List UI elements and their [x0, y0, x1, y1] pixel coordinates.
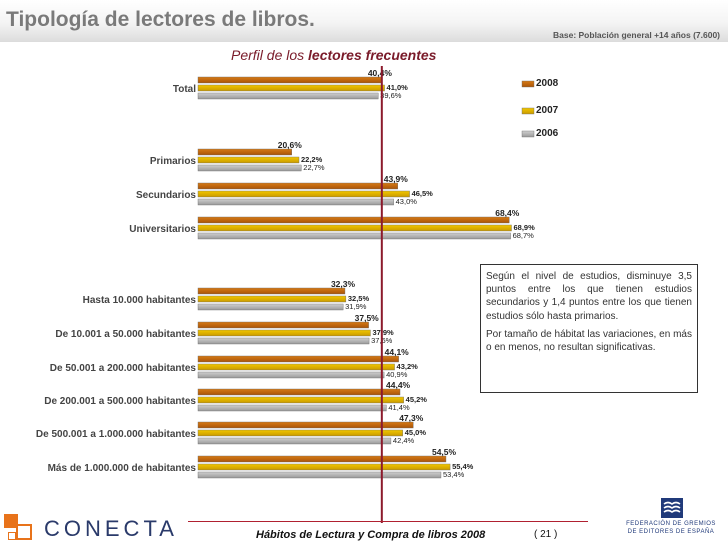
bar-2007	[197, 363, 395, 371]
subtitle-emphasis: lectores frecuentes	[308, 47, 437, 63]
data-label-2006: 43,0%	[396, 197, 418, 206]
data-label-2006: 31,9%	[345, 302, 367, 311]
page-title: Tipología de lectores de libros.	[6, 8, 315, 31]
data-label-2008: 40,4%	[368, 68, 393, 78]
legend-swatch-2006	[521, 130, 535, 138]
bar-2007	[197, 396, 404, 404]
data-label-2007: 41,0%	[387, 83, 409, 92]
category-label: De 50.001 a 200.000 habitantes	[50, 363, 197, 374]
data-label-2007: 32,5%	[348, 294, 370, 303]
fge-logo: FEDERACIÓN DE GREMIOS DE EDITORES DE ESP…	[616, 496, 726, 546]
data-label-2007: 45,2%	[406, 395, 428, 404]
bar-2008	[197, 355, 399, 363]
conecta-logo-square	[4, 514, 18, 528]
data-label-2008: 43,9%	[384, 174, 409, 184]
bar-2006	[197, 437, 392, 445]
bar-2006	[197, 92, 379, 100]
bar-2007	[197, 156, 300, 164]
data-label-2008: 32,3%	[331, 279, 356, 289]
bar-2008	[197, 76, 383, 84]
data-label-2007: 22,2%	[301, 155, 323, 164]
data-label-2007: 45,0%	[405, 428, 427, 437]
fge-line-2: DE EDITORES DE ESPAÑA	[627, 529, 715, 535]
fge-logo-text: FEDERACIÓN DE GREMIOS DE EDITORES DE ESP…	[616, 520, 726, 536]
category-label: Secundarios	[136, 190, 196, 201]
bar-2008	[197, 287, 346, 295]
bar-2006	[197, 198, 394, 206]
category-label: Primarios	[150, 156, 197, 167]
legend-label-2006: 2006	[536, 128, 559, 139]
chart-subtitle: Perfil de los lectores frecuentes	[231, 47, 436, 63]
data-label-2007: 43,2%	[397, 362, 419, 371]
data-label-2008: 20,6%	[278, 140, 303, 150]
conecta-wordmark: CONECTA	[44, 516, 178, 541]
data-label-2006: 68,7%	[513, 231, 535, 240]
bar-2008	[197, 321, 369, 329]
data-label-2008: 44,4%	[386, 380, 411, 390]
bar-2008	[197, 388, 401, 396]
legend-swatch-2008	[521, 80, 535, 88]
footer-title: Hábitos de Lectura y Compra de libros 20…	[256, 529, 486, 541]
bar-2008	[197, 421, 414, 429]
conecta-logo-square-small	[8, 532, 16, 540]
bar-2007	[197, 429, 403, 437]
bar-2008	[197, 148, 292, 156]
conecta-logo: CONECTA	[2, 510, 174, 544]
category-label: De 500.001 a 1.000.000 habitantes	[36, 429, 197, 440]
subtitle-prefix: Perfil de los	[231, 47, 305, 63]
data-label-2008: 44,1%	[385, 347, 410, 357]
category-label: Hasta 10.000 habitantes	[83, 295, 197, 306]
bar-2006	[197, 371, 385, 379]
data-label-2007: 37,9%	[372, 328, 394, 337]
page-number: ( 21 )	[534, 529, 558, 540]
legend-swatch-2007	[521, 107, 535, 115]
data-label-2006: 42,4%	[393, 436, 415, 445]
bar-2007	[197, 463, 451, 471]
note-paragraph-1: Según el nivel de estudios, disminuye 3,…	[486, 271, 692, 322]
category-label: De 10.001 a 50.000 habitantes	[55, 329, 196, 340]
data-label-2006: 40,9%	[386, 370, 408, 379]
fge-logo-mark	[661, 498, 683, 518]
data-label-2007: 46,5%	[412, 189, 434, 198]
data-label-2006: 39,6%	[380, 91, 402, 100]
category-label: De 200.001 a 500.000 habitantes	[44, 396, 196, 407]
category-label: Universitarios	[129, 224, 196, 235]
fge-line-1: FEDERACIÓN DE GREMIOS	[626, 521, 716, 527]
bar-2007	[197, 84, 385, 92]
data-label-2006: 53,4%	[443, 470, 465, 479]
data-label-2008: 54,5%	[432, 447, 457, 457]
note-box: Según el nivel de estudios, disminuye 3,…	[480, 264, 698, 393]
conecta-logo-square-outline	[16, 524, 32, 540]
base-note: Base: Población general +14 años (7.600)	[553, 30, 720, 40]
category-label: Más de 1.000.000 de habitantes	[48, 463, 197, 474]
title-bar	[0, 0, 728, 42]
bar-2006	[197, 404, 387, 412]
bar-2008	[197, 182, 398, 190]
note-paragraph-2: Por tamaño de hábitat las variaciones, e…	[486, 328, 692, 354]
data-label-2006: 22,7%	[303, 163, 325, 172]
bar-2006	[197, 337, 370, 345]
bar-2006	[197, 471, 442, 479]
bar-2008	[197, 216, 510, 224]
category-label: Total	[173, 84, 196, 95]
data-label-2008: 47,3%	[399, 413, 424, 423]
bar-2007	[197, 190, 410, 198]
legend-label-2007: 2007	[536, 105, 559, 116]
bar-2007	[197, 224, 512, 232]
bar-2008	[197, 455, 447, 463]
legend-label-2008: 2008	[536, 78, 559, 89]
data-label-2007: 55,4%	[452, 462, 474, 471]
bar-2006	[197, 164, 302, 172]
data-label-2008: 68,4%	[495, 208, 520, 218]
bar-2007	[197, 329, 371, 337]
bar-2006	[197, 303, 344, 311]
footer-divider	[188, 521, 588, 522]
data-label-2008: 37,5%	[355, 313, 380, 323]
data-label-2007: 68,9%	[513, 223, 535, 232]
bar-2007	[197, 295, 347, 303]
data-label-2006: 41,4%	[388, 403, 410, 412]
bar-2006	[197, 232, 511, 240]
